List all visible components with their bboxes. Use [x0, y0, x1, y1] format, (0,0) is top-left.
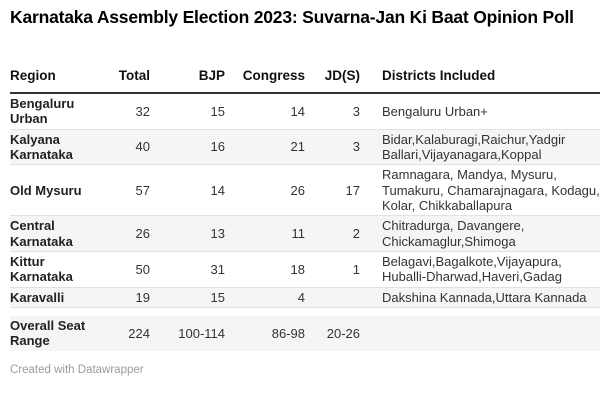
congress-cell: 86-98 — [271, 325, 305, 341]
districts-cell: Bidar,Kalaburagi,Raichur,Yadgir Ballari,… — [382, 131, 566, 162]
total-cell: 50 — [135, 261, 150, 277]
region-cell: Kittur Karnataka — [10, 253, 73, 285]
table-row-overall-seat-range: Overall Seat Range 224 100-114 86-98 20-… — [10, 315, 600, 351]
col-header-districts: Districts Included — [360, 68, 600, 94]
districts-cell: Bengaluru Urban+ — [382, 103, 488, 119]
region-cell: Old Mysuru — [10, 182, 82, 198]
region-cell: Karavalli — [10, 289, 65, 305]
table-row-bengaluru-urban: Bengaluru Urban 32 15 14 3 Bengaluru Urb… — [10, 93, 600, 129]
total-cell: 57 — [135, 182, 150, 198]
jds-cell: 3 — [352, 103, 360, 119]
table-row-kalyana-karnataka: Kalyana Karnataka 40 16 21 3 Bidar,Kalab… — [10, 129, 600, 165]
jds-cell: 1 — [352, 261, 360, 277]
col-header-region: Region — [10, 68, 110, 94]
jds-cell: 17 — [345, 182, 360, 198]
col-header-total: Total — [110, 68, 150, 94]
col-header-jds: JD(S) — [305, 68, 360, 94]
congress-cell: 21 — [290, 139, 305, 155]
bjp-cell: 100-114 — [178, 325, 225, 341]
table-row-karavalli: Karavalli 19 15 4 Dakshina Kannada,Uttar… — [10, 287, 600, 308]
congress-cell: 14 — [290, 103, 305, 119]
jds-cell: 3 — [352, 139, 360, 155]
total-cell: 40 — [135, 139, 150, 155]
bjp-cell: 13 — [210, 225, 225, 241]
election-data-table: Region Total BJP Congress JD(S) District… — [10, 68, 600, 351]
region-cell: Central Karnataka — [10, 218, 73, 249]
region-cell: Kalyana Karnataka — [10, 131, 73, 162]
districts-cell: Belagavi,Bagalkote,Vijayapura, Huballi-D… — [382, 253, 562, 285]
table-header: Region Total BJP Congress JD(S) District… — [10, 68, 600, 94]
bjp-cell: 31 — [210, 261, 225, 277]
summary-spacer-row — [10, 307, 600, 316]
total-cell: 19 — [135, 289, 150, 305]
table-body: Bengaluru Urban 32 15 14 3 Bengaluru Urb… — [10, 93, 600, 351]
bjp-cell: 15 — [210, 103, 225, 119]
jds-cell — [305, 287, 360, 307]
table-row-central-karnataka: Central Karnataka 26 13 11 2 Chitradurga… — [10, 215, 600, 252]
districts-cell: Dakshina Kannada,Uttara Kannada — [382, 289, 587, 305]
congress-cell: 18 — [290, 261, 305, 277]
bjp-cell: 15 — [210, 289, 225, 305]
page-title: Karnataka Assembly Election 2023: Suvarn… — [10, 7, 574, 27]
total-cell: 224 — [128, 325, 150, 341]
jds-cell: 20-26 — [326, 325, 360, 341]
spacer-cell — [10, 307, 600, 316]
bjp-cell: 16 — [210, 139, 225, 155]
table-row-kittur-karnataka: Kittur Karnataka 50 31 18 1 Belagavi,Bag… — [10, 251, 600, 287]
total-cell: 32 — [135, 103, 150, 119]
region-cell: Overall Seat Range — [10, 317, 86, 349]
bjp-cell: 14 — [210, 182, 225, 198]
congress-cell: 11 — [291, 225, 306, 241]
header-row: Region Total BJP Congress JD(S) District… — [10, 68, 600, 94]
congress-cell: 26 — [290, 182, 305, 198]
datawrapper-credit: Created with Datawrapper — [10, 363, 144, 376]
table-row-old-mysuru: Old Mysuru 57 14 26 17 Ramnagara, Mandya… — [10, 164, 600, 216]
col-header-congress: Congress — [225, 68, 305, 94]
total-cell: 26 — [135, 225, 150, 241]
col-header-bjp: BJP — [150, 68, 225, 94]
jds-cell: 2 — [352, 225, 360, 241]
districts-cell: Chitradurga, Davangere, Chickamaglur,Shi… — [382, 218, 525, 249]
congress-cell: 4 — [297, 289, 305, 305]
districts-cell — [360, 316, 600, 351]
districts-cell: Ramnagara, Mandya, Mysuru, Tumakuru, Cha… — [382, 167, 600, 213]
region-cell: Bengaluru Urban — [10, 96, 75, 127]
